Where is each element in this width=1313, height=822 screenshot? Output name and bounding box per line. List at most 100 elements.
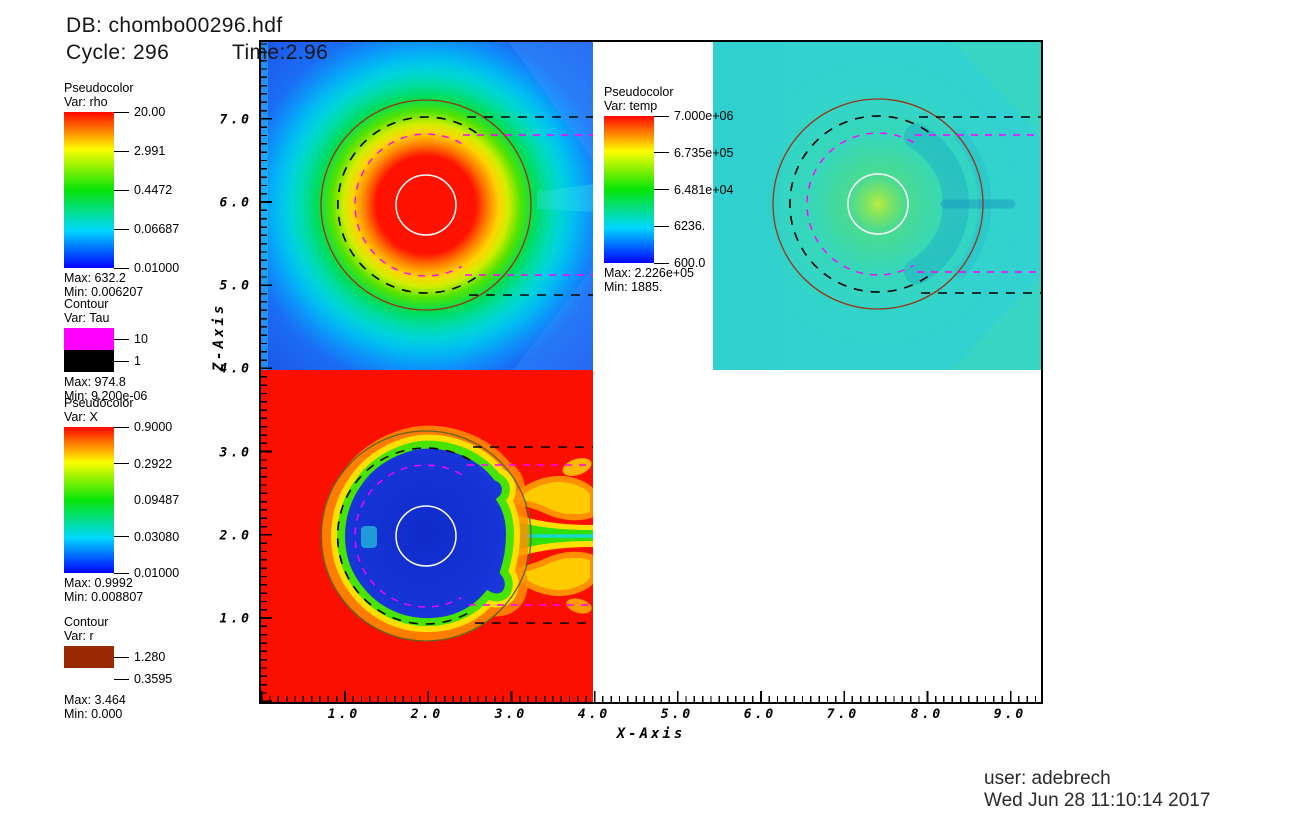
colorbar-tick-label: 0.03080	[134, 529, 180, 544]
z-axis-title: Z-Axis	[211, 302, 227, 372]
colorbar-tick	[114, 267, 129, 269]
rho-colorbar	[64, 112, 114, 268]
time-label: Time:2.96	[232, 41, 329, 64]
swatch-tick	[114, 360, 129, 362]
colorbar-tick-label: 6.735e+05	[674, 145, 734, 160]
colorbar-tick-label: 2.991	[134, 144, 166, 158]
rho-pseudocolor-panel[interactable]	[261, 42, 593, 370]
x-tick-label: 7.0	[826, 707, 860, 722]
rho-shock-wedge-bottom	[513, 268, 593, 370]
temp-cool-outer-arc	[953, 128, 992, 280]
temp-wedge-top	[953, 42, 1041, 138]
temp-field	[713, 42, 1041, 370]
legend-max: Max: 3.464	[64, 693, 126, 707]
tau-contour-black-dashed	[789, 115, 929, 293]
x-tick-label: 8.0	[910, 707, 944, 722]
colorbar-tick-label: 600.0	[674, 256, 706, 270]
colorbar-tick	[654, 115, 669, 117]
legend-min: Min: 9.200e-06	[64, 389, 148, 403]
legend-min: Min: 0.006207	[64, 285, 144, 299]
colorbar-tick	[114, 150, 129, 152]
timestamp-label: Wed Jun 28 11:10:14 2017	[984, 790, 1211, 811]
colorbar-tick-label: 20.00	[134, 105, 166, 119]
temp-pseudocolor-panel[interactable]	[713, 42, 1041, 370]
colorbar-tick-label: 0.09487	[134, 493, 180, 507]
legend-temp: Pseudocolor Var: temp 7.000e+06 6.735e+0…	[604, 85, 733, 294]
colorbar-tick	[114, 463, 129, 464]
r-contour-white	[395, 505, 457, 567]
x-tick-label: 9.0	[993, 707, 1027, 722]
z-tick-label: 1.0	[219, 611, 252, 627]
tau-level-label: 1	[134, 354, 141, 368]
jet-wisp-lower	[566, 598, 592, 614]
colorbar-tick-label: 7.000e+06	[674, 109, 734, 123]
rho-tail-streak	[537, 184, 593, 212]
rho-left-strip	[261, 42, 268, 370]
legend-var: Var: Tau	[64, 311, 110, 325]
colorbar-tick	[114, 189, 129, 191]
swatch-tick	[114, 678, 129, 680]
z-tick-label: 3.0	[219, 445, 252, 461]
colorbar-tick-label: 0.2922	[134, 456, 173, 471]
tau-contour-magenta-dashed	[354, 464, 462, 608]
legend-var: Var: X	[64, 410, 98, 424]
legend-x: Pseudocolor Var: X 0.9000 0.2922 0.09487…	[64, 396, 179, 604]
r-contour-white	[847, 173, 909, 235]
jet-tendril-upper	[510, 476, 593, 521]
x-tick-label: 6.0	[743, 707, 777, 722]
z-tick-label: 6.0	[219, 195, 252, 211]
legend-type: Contour	[64, 615, 109, 629]
legend-var: Var: r	[64, 629, 94, 643]
r-contour-brown	[772, 98, 984, 310]
tau-contour-magenta-dashed	[806, 132, 914, 276]
rho-field	[261, 42, 593, 370]
colorbar-tick	[114, 426, 129, 428]
tau-level-swatch-magenta	[64, 328, 114, 350]
r-contour-white	[395, 174, 457, 236]
colorbar-tick	[654, 262, 669, 264]
colorbar-tick	[654, 152, 669, 154]
legend-max: Max: 2.226e+05	[604, 266, 694, 280]
legend-tau: Contour Var: Tau 10 1 Max: 974.8 Min: 9.…	[64, 297, 148, 403]
colorbar-tick-label: 0.01000	[134, 261, 180, 275]
z-tick-label: 5.0	[219, 278, 252, 294]
colorbar-tick	[114, 536, 129, 537]
r-contour-brown	[320, 99, 532, 311]
legend-max: Max: 0.9992	[64, 576, 133, 590]
colorbar-tick-label: 6.481e+04	[674, 182, 734, 197]
temp-wedge-bottom	[951, 276, 1041, 370]
tau-level-swatch-black	[64, 350, 114, 372]
jet-wisp-upper	[562, 458, 592, 476]
rho-shock-wedge-top	[509, 42, 593, 160]
x-pseudocolor-panel[interactable]	[261, 370, 593, 702]
bubble-cyan-notch	[361, 526, 377, 548]
cycle-label: Cycle: 296	[66, 41, 170, 64]
user-label: user: adebrech	[984, 768, 1111, 789]
jet-tendril-lower	[510, 551, 593, 596]
r-level-label: 1.280	[134, 650, 166, 664]
temp-left-shade	[713, 42, 783, 370]
colorbar-tick	[654, 225, 669, 227]
colorbar-tick-label: 0.9000	[134, 420, 173, 434]
legend-r: Contour Var: r 1.280 0.3595 Max: 3.464 M…	[64, 615, 172, 721]
colorbar-tick-label: 0.4472	[134, 183, 173, 197]
temp-colorbar	[604, 116, 654, 263]
tau-level-label: 10	[134, 332, 148, 346]
r-contour-brown	[320, 430, 532, 642]
r-level-label: 0.3595	[134, 672, 173, 686]
legend-min: Min: 0.008807	[64, 590, 144, 604]
tau-contour-black-dashed	[336, 447, 471, 625]
x-axis-title: X-Axis	[616, 726, 686, 742]
legend-max: Max: 632.2	[64, 271, 126, 285]
colorbar-tick	[114, 572, 129, 574]
r-level-swatch-white	[64, 668, 114, 690]
swatch-tick	[114, 338, 129, 340]
legend-var: Var: temp	[604, 99, 658, 113]
legend-type: Pseudocolor	[604, 85, 674, 99]
db-title: DB: chombo00296.hdf	[66, 14, 283, 37]
colorbar-tick-label: 6236.	[674, 219, 706, 234]
colorbar-tick-label: 0.06687	[134, 222, 180, 236]
bubble-blue-interior	[336, 440, 515, 627]
legend-max: Max: 974.8	[64, 375, 126, 389]
